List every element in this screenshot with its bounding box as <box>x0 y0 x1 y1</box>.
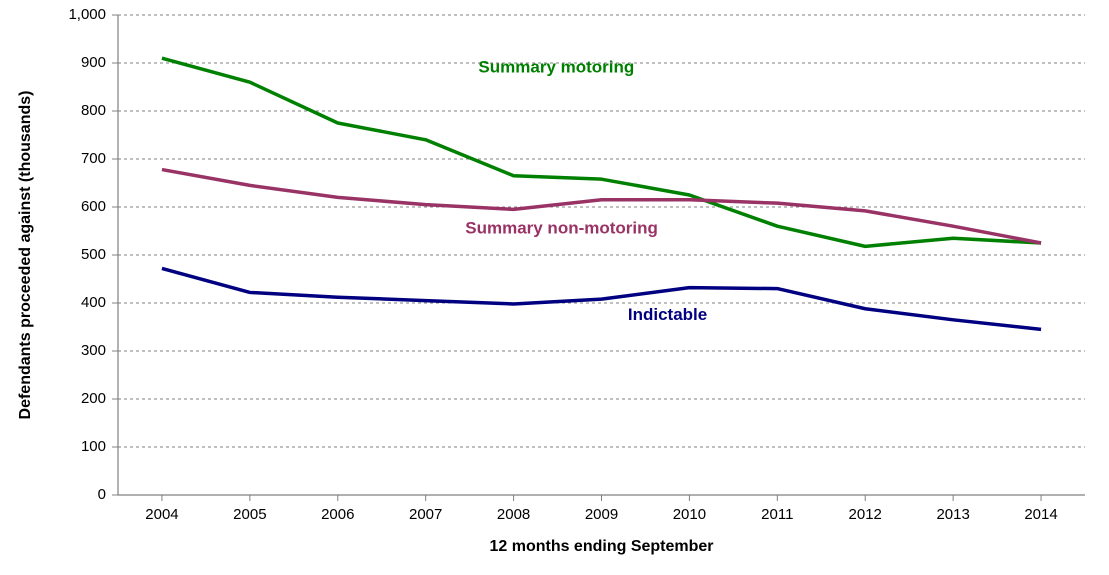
x-tick-label: 2014 <box>1024 506 1057 523</box>
x-tick-label: 2007 <box>409 506 442 523</box>
chart-background <box>0 0 1109 575</box>
x-tick-label: 2010 <box>673 506 706 523</box>
y-tick-label: 1,000 <box>68 6 106 23</box>
series-label: Indictable <box>628 305 707 324</box>
y-tick-label: 100 <box>81 438 106 455</box>
line-chart: 0 100 200 300 400 500 600 700 800 900 1,000 2004 200… <box>0 0 1109 575</box>
y-tick-label: 400 <box>81 294 106 311</box>
series-label: Summary motoring <box>478 58 634 77</box>
y-tick-label: 700 <box>81 150 106 167</box>
y-tick-label: 900 <box>81 54 106 71</box>
y-tick-label: 600 <box>81 198 106 215</box>
x-tick-label: 2005 <box>233 506 266 523</box>
x-tick-label: 2009 <box>585 506 618 523</box>
x-tick-label: 2008 <box>497 506 530 523</box>
x-tick-label: 2004 <box>145 506 178 523</box>
x-axis-title: 12 months ending September <box>489 538 713 555</box>
x-tick-label: 2011 <box>761 506 793 523</box>
y-tick-label: 200 <box>81 390 106 407</box>
y-tick-label: 800 <box>81 102 106 119</box>
x-tick-label: 2012 <box>849 506 882 523</box>
y-tick-label: 0 <box>98 486 106 503</box>
y-tick-label: 500 <box>81 246 106 263</box>
series-label: Summary non-motoring <box>465 218 658 237</box>
y-tick-label: 300 <box>81 342 106 359</box>
y-axis-title: Defendants proceeded against (thousands) <box>17 91 34 420</box>
x-tick-label: 2006 <box>321 506 354 523</box>
x-tick-label: 2013 <box>936 506 969 523</box>
